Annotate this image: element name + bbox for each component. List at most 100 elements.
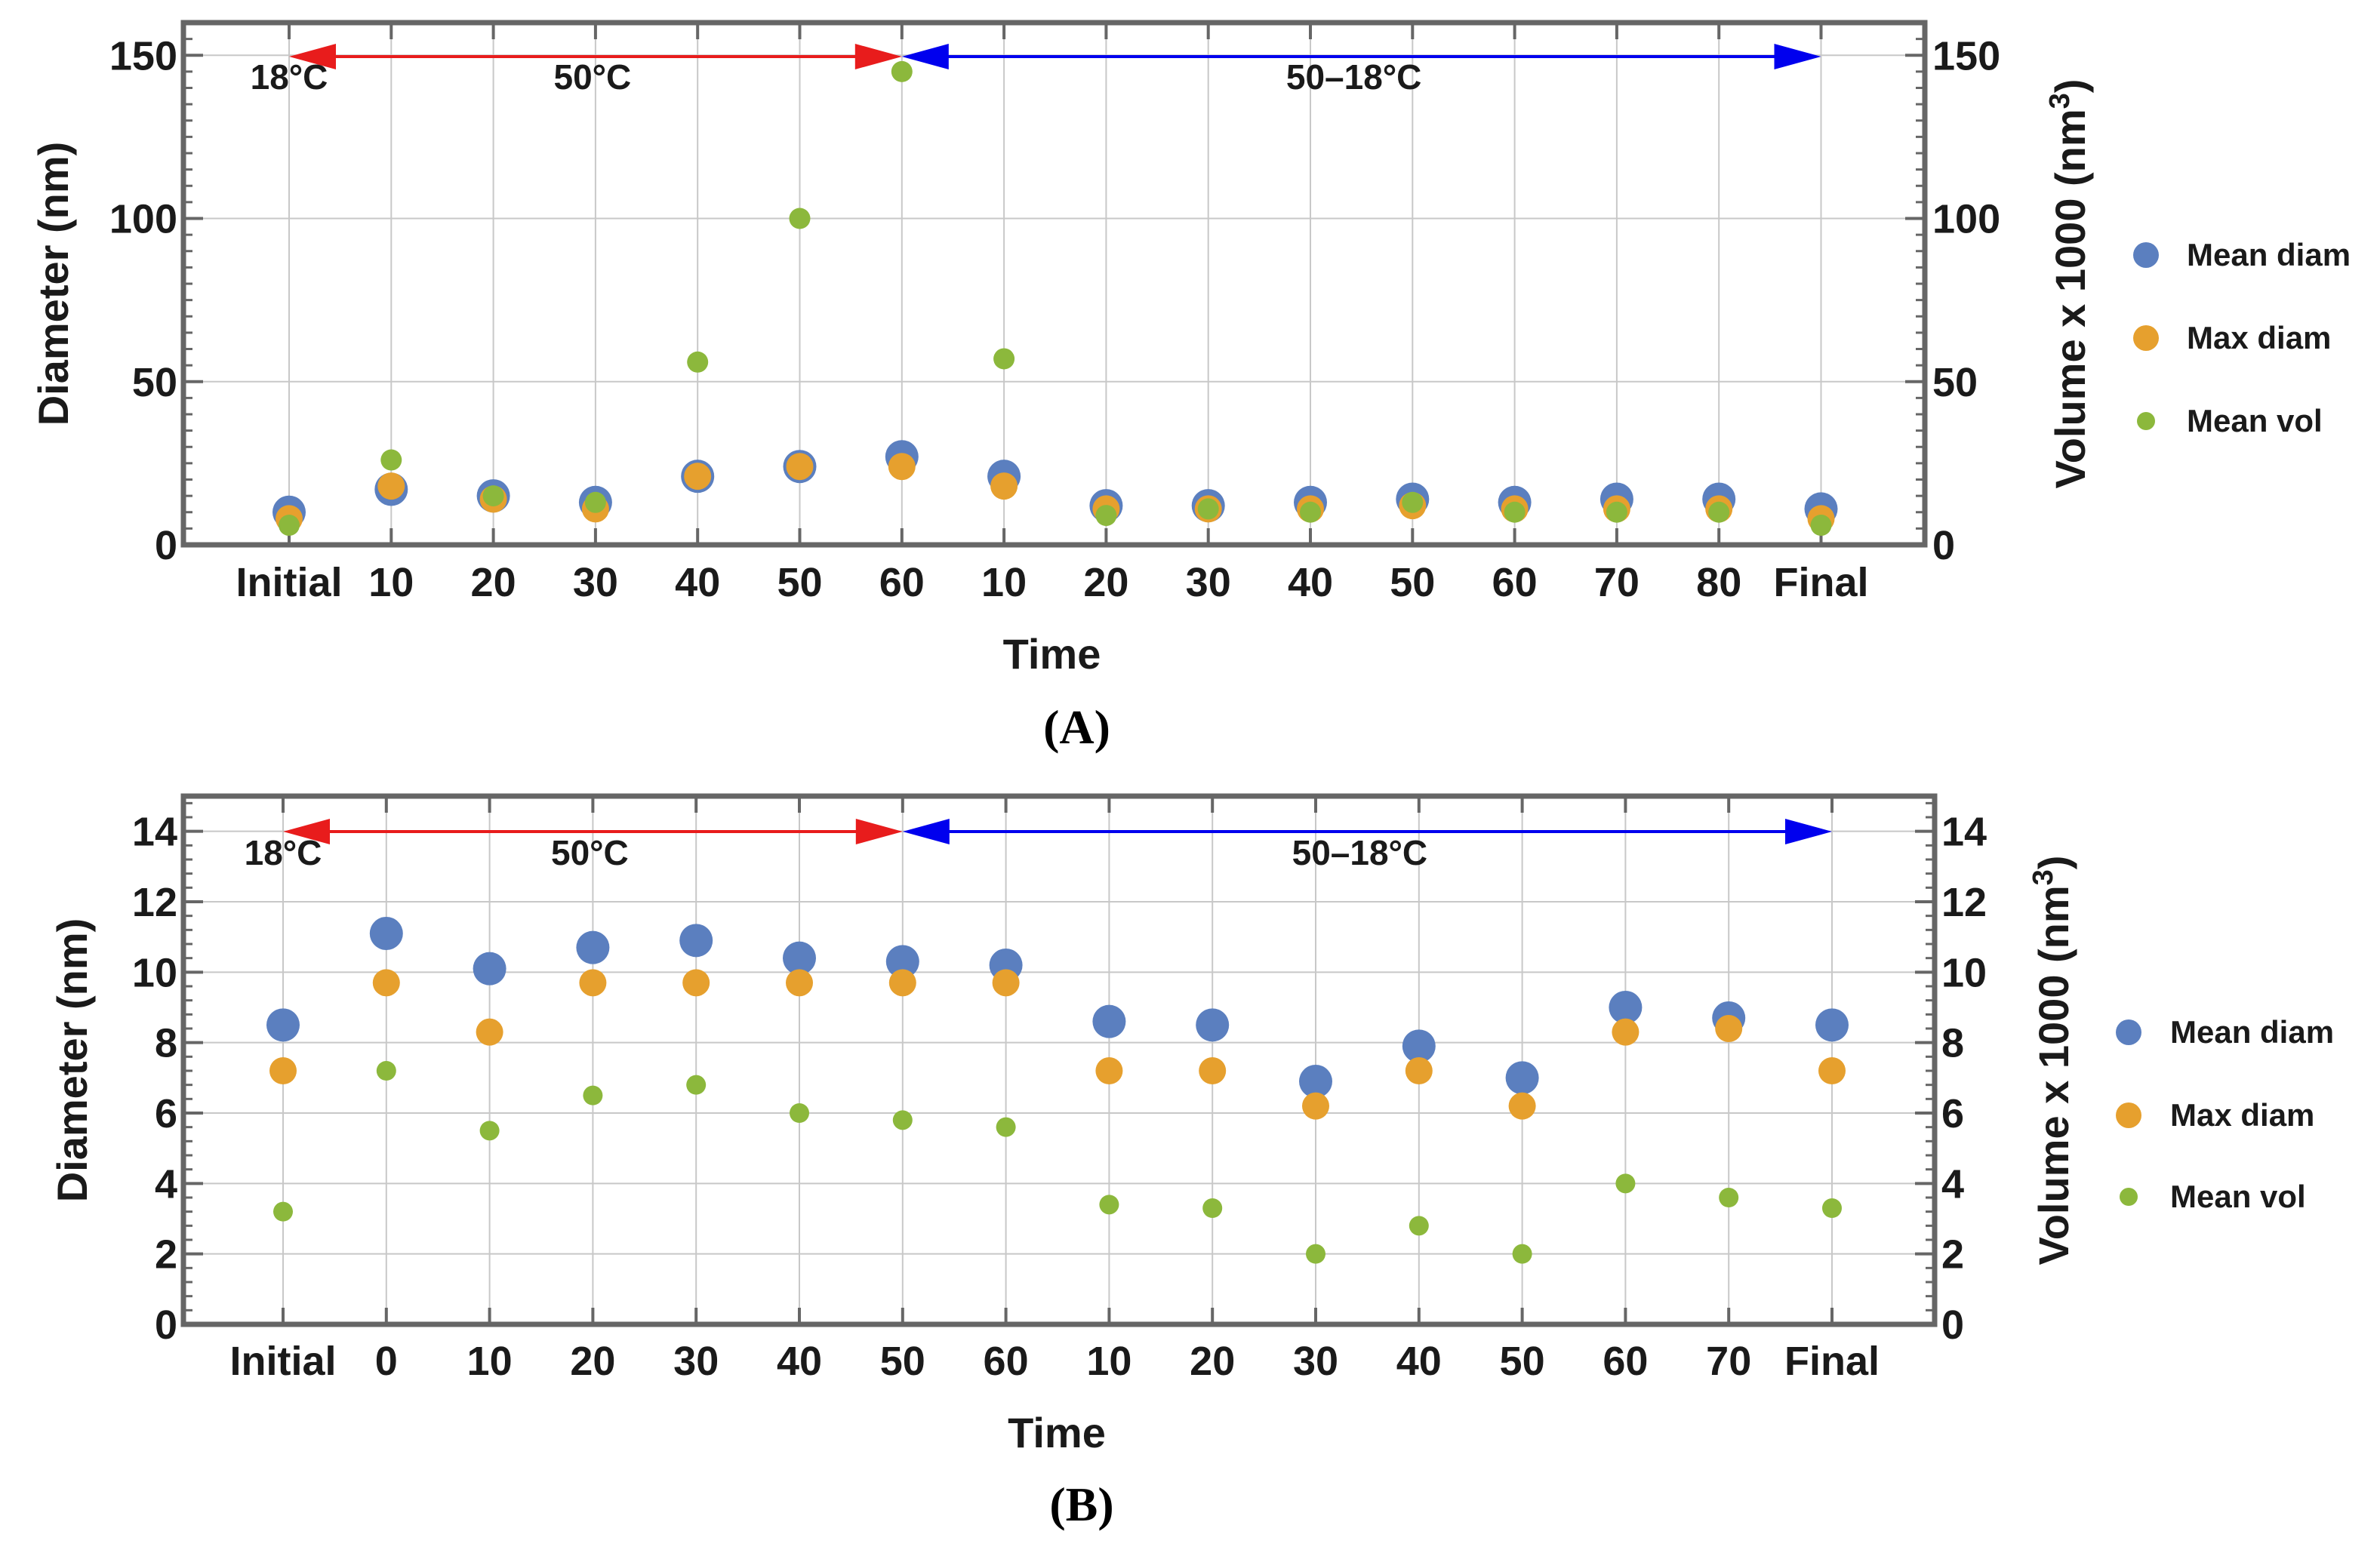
- x-tick-label: 70: [1594, 560, 1640, 605]
- data-point: [1822, 1198, 1842, 1218]
- data-point: [377, 472, 405, 500]
- x-tick-label: 60: [1492, 560, 1538, 605]
- data-point: [1818, 1057, 1846, 1084]
- data-point: [891, 60, 913, 82]
- data-point: [482, 485, 504, 507]
- y-tick-label-left: 150: [109, 33, 177, 78]
- data-point: [576, 930, 610, 964]
- x-tick-label: Final: [1784, 1339, 1880, 1384]
- y-tick-label-left: 12: [132, 880, 177, 925]
- legend-marker: [2116, 1102, 2141, 1128]
- x-tick-label: Initial: [236, 560, 342, 605]
- data-point: [1197, 498, 1219, 520]
- x-tick-label: Initial: [229, 1339, 336, 1384]
- data-point: [892, 1110, 913, 1130]
- data-point: [579, 969, 607, 997]
- data-point: [888, 969, 916, 997]
- x-tick-label: 40: [675, 560, 720, 605]
- arrowhead-left-icon: [902, 819, 950, 844]
- data-point: [1409, 1216, 1429, 1236]
- data-point: [682, 969, 710, 997]
- legend-label: Mean vol: [2187, 403, 2323, 438]
- legend-label: Max diam: [2187, 320, 2331, 355]
- x-tick-label: 40: [1396, 1339, 1442, 1384]
- y-axis-title-right: Volume x 1000 (nm3): [2027, 856, 2077, 1265]
- y-tick-label-right: 12: [1941, 880, 1987, 925]
- x-tick-label: 30: [573, 560, 618, 605]
- data-point: [380, 449, 402, 471]
- data-point: [1302, 1092, 1329, 1120]
- data-point: [789, 208, 811, 229]
- data-point: [583, 1085, 603, 1105]
- y-tick-label-left: 10: [132, 950, 177, 995]
- legend-label: Mean vol: [2170, 1179, 2306, 1214]
- data-point: [1199, 1057, 1227, 1084]
- x-tick-label: 50: [777, 560, 822, 605]
- data-point: [786, 969, 813, 997]
- y-axis-title-left: Diameter (nm): [29, 142, 77, 426]
- data-point: [1606, 501, 1627, 523]
- y-tick-label-right: 10: [1941, 950, 1987, 995]
- panel-label: (A): [1043, 700, 1110, 754]
- x-tick-label: 10: [981, 560, 1027, 605]
- arrowhead-left-icon: [289, 44, 336, 69]
- temperature-range-label: 50–18°C: [1292, 833, 1428, 872]
- data-point: [679, 924, 713, 958]
- data-point: [687, 351, 709, 373]
- x-tick-label: 20: [570, 1339, 615, 1384]
- data-point: [369, 917, 403, 950]
- data-point: [996, 1117, 1016, 1137]
- x-tick-label: 20: [1190, 1339, 1235, 1384]
- data-point: [269, 1057, 297, 1084]
- data-point: [279, 515, 300, 537]
- arrowhead-right-icon: [1785, 819, 1832, 844]
- data-point: [1508, 1092, 1536, 1120]
- y-tick-label-right: 8: [1941, 1021, 1964, 1066]
- arrowhead-right-icon: [1774, 44, 1821, 69]
- data-point: [1715, 1015, 1743, 1042]
- y-tick-label-left: 0: [155, 523, 177, 568]
- legend-marker: [2116, 1019, 2141, 1045]
- y-tick-label-right: 50: [1932, 360, 1978, 405]
- data-point: [1615, 1173, 1636, 1194]
- x-tick-label: 50: [1390, 560, 1435, 605]
- series-mean-vol: [273, 1061, 1842, 1264]
- temperature-label-start: 18°C: [251, 57, 328, 97]
- y-tick-label-left: 2: [155, 1232, 177, 1278]
- data-point: [1810, 515, 1832, 537]
- data-point: [1405, 1057, 1433, 1084]
- data-point: [476, 1018, 503, 1046]
- temperature-label-start: 18°C: [245, 833, 322, 872]
- arrowhead-right-icon: [854, 44, 902, 69]
- y-tick-label-right: 14: [1941, 810, 1987, 855]
- y-tick-label-right: 6: [1941, 1091, 1964, 1136]
- y-tick-label-right: 4: [1941, 1161, 1964, 1207]
- data-point: [1609, 991, 1643, 1024]
- x-tick-label: 80: [1696, 560, 1741, 605]
- plot-frame: [180, 793, 1938, 1327]
- x-tick-label: 50: [880, 1339, 925, 1384]
- x-tick-label: 60: [879, 560, 925, 605]
- y-tick-label-left: 50: [132, 360, 177, 405]
- y-tick-label-right: 0: [1932, 523, 1955, 568]
- data-point: [1202, 1198, 1223, 1218]
- data-point: [684, 463, 712, 490]
- legend-marker: [2120, 1188, 2138, 1206]
- data-point: [1504, 501, 1526, 523]
- y-tick-label-right: 150: [1932, 33, 2000, 78]
- data-point: [885, 945, 919, 979]
- arrowhead-right-icon: [855, 819, 903, 844]
- data-point: [1300, 501, 1321, 523]
- legend-label: Mean diam: [2170, 1014, 2334, 1050]
- data-point: [1512, 1244, 1532, 1264]
- x-axis-title: Time: [1008, 1409, 1106, 1456]
- legend-label: Max diam: [2170, 1097, 2314, 1133]
- data-point: [1505, 1061, 1539, 1095]
- data-point: [993, 348, 1015, 370]
- temperature-range-label: 50–18°C: [1286, 57, 1422, 97]
- y-tick-label-left: 6: [155, 1091, 177, 1136]
- data-point: [1299, 1065, 1332, 1098]
- x-tick-label: 60: [1603, 1339, 1648, 1384]
- x-tick-label: 30: [1293, 1339, 1338, 1384]
